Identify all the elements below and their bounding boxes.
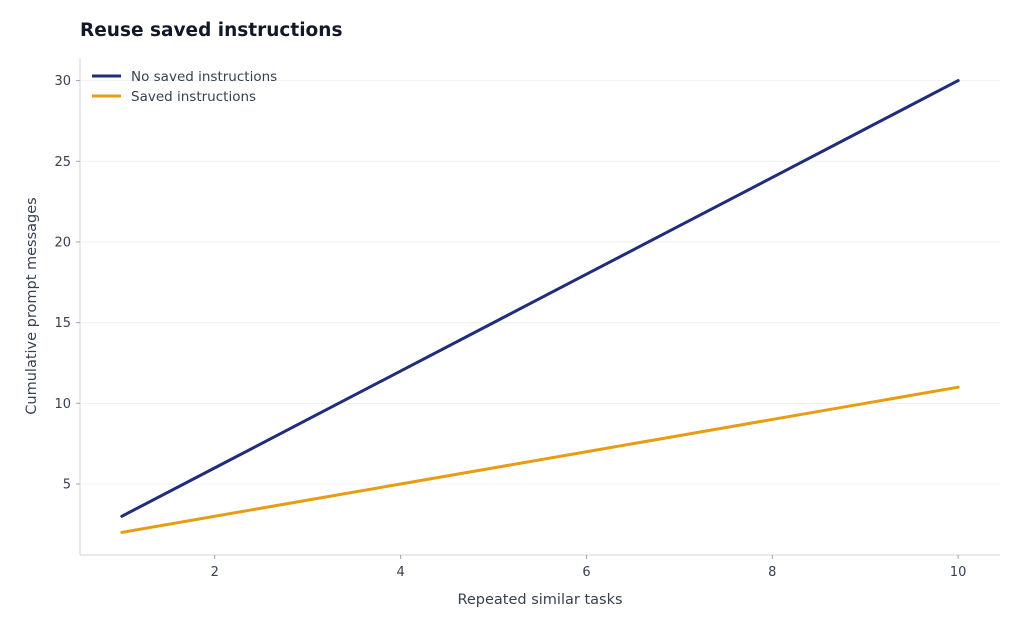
chart-title: Reuse saved instructions — [80, 20, 343, 41]
x-tick-label: 8 — [768, 565, 776, 580]
gridlines — [80, 80, 1000, 485]
legend-label-2: Saved instructions — [131, 89, 256, 105]
y-tick-label: 30 — [54, 74, 71, 89]
axes — [79, 58, 1000, 556]
x-tick-label: 4 — [396, 565, 404, 580]
x-axis-label: Repeated similar tasks — [457, 592, 622, 608]
legend: No saved instructions Saved instructions — [92, 69, 277, 105]
x-tick-label: 6 — [582, 565, 590, 580]
series-lines — [120, 79, 960, 534]
x-tick-label: 2 — [211, 565, 219, 580]
y-axis-label: Cumulative prompt messages — [24, 197, 40, 414]
y-tick-label: 5 — [63, 478, 71, 493]
series-line-1 — [120, 79, 960, 518]
y-tick-label: 10 — [54, 397, 71, 412]
x-tick-label: 10 — [950, 565, 967, 580]
legend-label-1: No saved instructions — [131, 69, 277, 85]
y-tick-label: 15 — [54, 316, 71, 331]
y-tick-label: 25 — [54, 155, 71, 170]
y-tick-label: 20 — [54, 235, 71, 250]
x-ticks: 2 4 6 8 10 — [211, 555, 967, 580]
y-ticks: 5 10 15 20 25 30 — [54, 74, 80, 493]
series-line-2 — [120, 385, 960, 534]
